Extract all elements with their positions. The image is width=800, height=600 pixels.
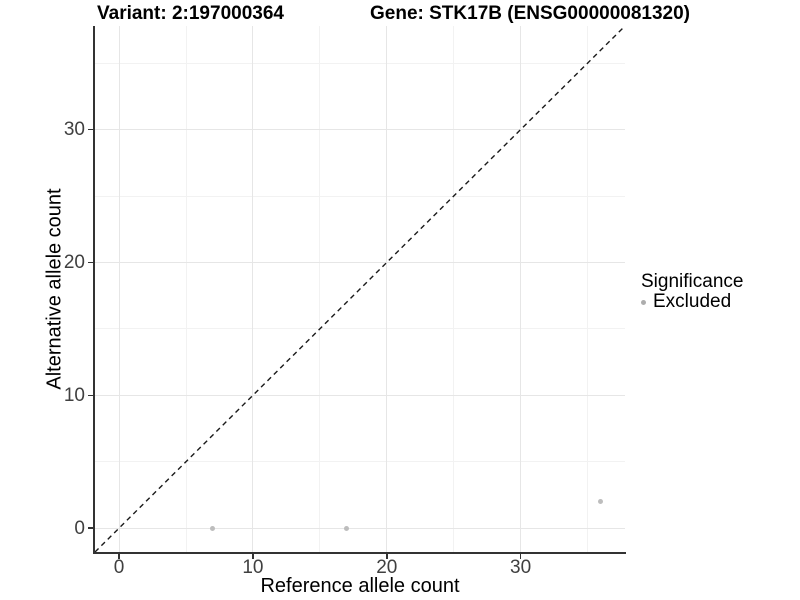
- gridline-minor-x: [185, 26, 187, 552]
- y-tick-mark: [88, 261, 93, 264]
- gridline-minor-y: [95, 62, 625, 64]
- x-tick-label: 20: [376, 557, 398, 578]
- legend-point-icon: [641, 299, 646, 305]
- legend: Significance Excluded: [641, 271, 743, 312]
- x-tick-label: 30: [510, 557, 532, 578]
- x-tick-label: 10: [242, 557, 264, 578]
- gridline-minor-x: [453, 26, 455, 552]
- y-tick-mark: [88, 527, 93, 529]
- legend-item-label: Excluded: [653, 291, 732, 312]
- legend-title: Significance: [641, 271, 744, 292]
- gridline-minor-y: [95, 328, 625, 330]
- gridline-major-x: [386, 26, 388, 552]
- gridline-major-y: [95, 261, 625, 263]
- gridline-major-y: [95, 527, 625, 529]
- gridline-major-y: [95, 394, 625, 396]
- x-tick-mark: [386, 554, 388, 559]
- legend-item-excluded: Excluded: [641, 292, 743, 312]
- plot-panel: [95, 26, 625, 552]
- x-tick-mark: [118, 554, 120, 559]
- data-point: [210, 525, 216, 531]
- gridline-minor-x: [319, 26, 321, 552]
- gridline-major-x: [118, 26, 120, 552]
- gridline-major-y: [95, 129, 625, 131]
- data-point: [598, 499, 604, 505]
- y-tick-label: 0: [74, 517, 85, 539]
- x-axis-title: Reference allele count: [260, 575, 460, 597]
- gridline-major-x: [520, 26, 522, 552]
- data-point: [344, 525, 350, 531]
- plot-title-gene: Gene: STK17B (ENSG00000081320): [370, 3, 690, 24]
- y-tick-label: 10: [63, 384, 85, 406]
- x-tick-mark: [252, 554, 254, 559]
- y-axis-line: [93, 26, 95, 554]
- x-axis-line: [93, 552, 626, 554]
- gridline-minor-y: [95, 195, 625, 197]
- y-tick-mark: [88, 128, 93, 131]
- gridline-minor-y: [95, 461, 625, 463]
- x-tick-label: 0: [113, 557, 125, 578]
- x-tick-mark: [519, 554, 522, 559]
- y-tick-label: 20: [63, 251, 85, 273]
- plot-title-variant: Variant: 2:197000364: [97, 3, 284, 24]
- identity-line: [95, 26, 625, 552]
- gridline-major-x: [252, 26, 254, 552]
- y-tick-mark: [88, 394, 93, 396]
- y-axis-title: Alternative allele count: [43, 188, 66, 390]
- y-tick-label: 30: [63, 119, 85, 141]
- gridline-minor-x: [587, 26, 589, 552]
